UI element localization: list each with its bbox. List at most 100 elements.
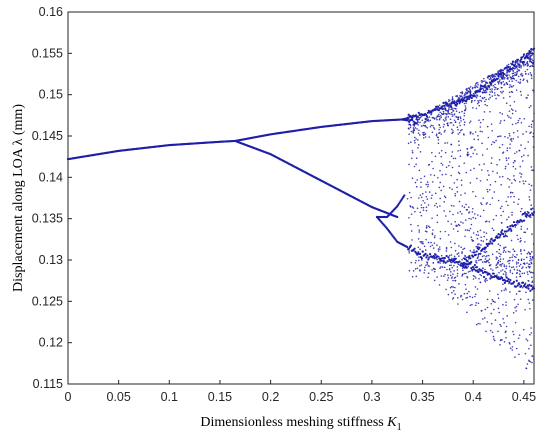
data-point [433,257,436,260]
data-point [415,157,418,160]
data-point [464,93,466,96]
data-point [503,230,507,233]
data-point [512,85,515,87]
data-point [503,265,506,268]
data-point [438,255,440,258]
data-point [517,262,520,264]
data-point [517,136,519,138]
data-point [462,257,465,259]
data-point [495,87,497,89]
data-point [476,230,479,233]
data-point [485,250,488,253]
data-point [493,86,496,88]
data-point [425,195,428,198]
data-point [438,246,441,248]
x-tick-label: 0.4 [465,390,482,404]
data-point [458,255,460,257]
data-point [521,61,523,64]
data-point [483,84,486,87]
data-point [433,279,436,282]
data-point [452,279,454,282]
data-point [527,154,529,157]
data-point [477,234,480,237]
data-point [407,142,410,145]
data-point [463,272,466,275]
data-point [529,216,532,219]
data-point [484,271,486,274]
data-point [481,255,484,258]
data-point [420,186,422,188]
data-point [456,253,459,255]
data-point [440,133,442,135]
data-point [462,222,464,224]
data-point [515,89,518,91]
data-point [520,285,523,288]
data-point [430,241,432,244]
data-point [450,277,453,279]
data-point [459,117,462,120]
data-point [480,236,482,238]
data-point [429,119,432,122]
data-point [488,174,490,176]
data-point [445,215,447,217]
data-point [531,284,533,287]
data-point [437,250,440,252]
data-point [519,263,522,266]
data-point [501,86,503,89]
data-point [474,131,477,133]
data-point [419,241,422,243]
data-point [451,291,453,294]
data-point [505,273,507,276]
data-point [508,91,511,94]
data-point [412,270,415,272]
data-point [419,211,422,214]
data-point [484,279,486,282]
data-point [471,251,473,254]
data-point [417,224,419,227]
data-point [482,240,485,242]
data-point [408,217,410,219]
data-point [475,91,477,94]
data-point [432,247,435,249]
data-point [479,258,482,261]
data-point [501,229,504,232]
data-point [482,267,484,269]
data-point [464,107,467,109]
data-point [417,111,420,114]
data-point [496,88,499,91]
data-point [450,101,453,104]
data-point [522,328,525,331]
data-point [481,203,483,206]
data-point [463,121,466,124]
data-point [422,209,425,211]
data-point [528,347,530,350]
data-point [463,112,466,115]
data-point [502,283,504,286]
data-point [475,302,478,304]
data-point [488,86,491,89]
data-point [519,73,522,76]
data-point [427,204,430,206]
data-points [66,47,536,370]
data-point [479,215,482,217]
data-point [433,236,436,239]
data-point [525,338,528,340]
data-point [439,262,442,264]
data-point [491,269,494,271]
data-point [488,220,491,223]
data-point [441,256,445,260]
data-point [529,189,532,191]
data-point [438,115,441,118]
y-tick-label: 0.125 [32,294,63,308]
data-point [520,239,522,242]
data-point [454,107,457,110]
data-point [491,331,494,334]
data-point [518,63,521,66]
data-point [445,288,447,291]
data-point [409,205,412,208]
data-point [461,92,464,95]
data-point [500,68,503,71]
data-point [511,191,514,194]
x-tick-label: 0.25 [309,390,333,404]
data-point [476,288,479,290]
